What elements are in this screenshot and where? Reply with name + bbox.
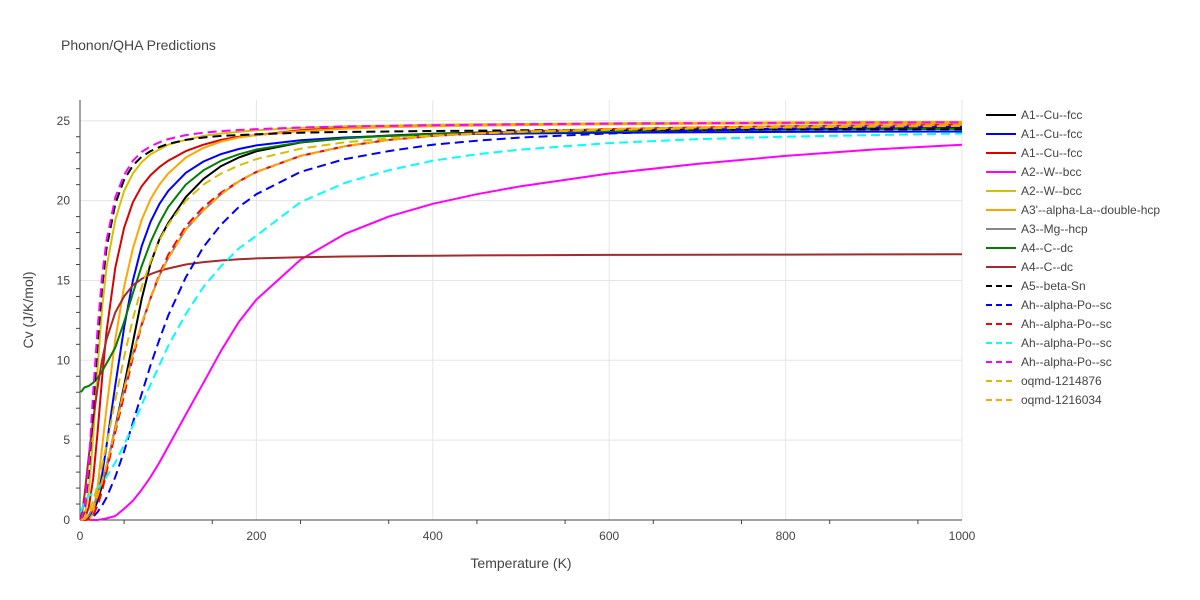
y-tick-label: 0 [63,513,70,527]
x-axis-title: Temperature (K) [470,555,571,571]
y-axis-title: Cv (J/K/mol) [20,272,36,349]
legend-item[interactable]: A3'--alpha-La--double-hcp [986,203,1160,217]
series-line-16 [80,123,963,521]
x-tick-label: 400 [423,529,443,543]
chart-title: Phonon/QHA Predictions [61,37,216,53]
legend-item[interactable]: Ah--alpha-Po--sc [986,336,1112,350]
y-tick-label: 20 [57,194,71,208]
legend-label: A1--Cu--fcc [1021,127,1082,141]
legend-label: A4--C--dc [1021,241,1073,255]
grid [80,100,963,520]
legend-item[interactable]: oqmd-1216034 [986,393,1102,407]
legend-label: A1--Cu--fcc [1021,108,1082,122]
axes: 0 5 10 15 20 25 0 200 400 600 800 1000 [57,100,976,543]
legend-item[interactable]: A2--W--bcc [986,165,1081,179]
legend-item[interactable]: A4--C--dc [986,260,1073,274]
legend-label: A2--W--bcc [1021,165,1081,179]
legend-item[interactable]: Ah--alpha-Po--sc [986,355,1112,369]
plot-area [79,120,963,521]
legend-item[interactable]: A3--Mg--hcp [986,222,1088,236]
x-tick-label: 800 [776,529,796,543]
legend-item[interactable]: A5--beta-Sn [986,279,1086,293]
legend-item[interactable]: A1--Cu--fcc [986,146,1082,160]
legend-item[interactable]: A2--W--bcc [986,184,1081,198]
legend-item[interactable]: A4--C--dc [986,241,1073,255]
legend-label: A1--Cu--fcc [1021,146,1082,160]
legend-label: Ah--alpha-Po--sc [1021,298,1112,312]
legend-label: A3'--alpha-La--double-hcp [1021,203,1160,217]
legend-label: A2--W--bcc [1021,184,1081,198]
legend-label: oqmd-1214876 [1021,374,1102,388]
legend-label: Ah--alpha-Po--sc [1021,355,1112,369]
legend-item[interactable]: Ah--alpha-Po--sc [986,298,1112,312]
x-tick-label: 0 [77,529,84,543]
y-tick-label: 15 [57,273,71,287]
x-tick-label: 600 [599,529,619,543]
x-tick-label: 1000 [949,529,976,543]
series-line-11 [80,125,963,521]
legend-item[interactable]: oqmd-1214876 [986,374,1102,388]
series-line-2 [80,130,963,521]
legend-label: Ah--alpha-Po--sc [1021,317,1112,331]
legend[interactable]: A1--Cu--fcc A1--Cu--fcc A1--Cu--fcc A2--W--… [986,108,1160,407]
y-tick-label: 10 [57,353,71,367]
legend-label: oqmd-1216034 [1021,393,1102,407]
legend-label: A5--beta-Sn [1021,279,1086,293]
legend-label: A3--Mg--hcp [1021,222,1088,236]
legend-label: Ah--alpha-Po--sc [1021,336,1112,350]
y-tick-label: 5 [63,433,70,447]
legend-label: A4--C--dc [1021,260,1073,274]
series-line-14 [79,121,963,521]
series-line-4 [80,143,963,521]
legend-item[interactable]: A1--Cu--fcc [986,127,1082,141]
x-tick-label: 200 [246,529,266,543]
y-tick-label: 25 [57,114,71,128]
legend-item[interactable]: Ah--alpha-Po--sc [986,317,1112,331]
legend-item[interactable]: A1--Cu--fcc [986,108,1082,122]
